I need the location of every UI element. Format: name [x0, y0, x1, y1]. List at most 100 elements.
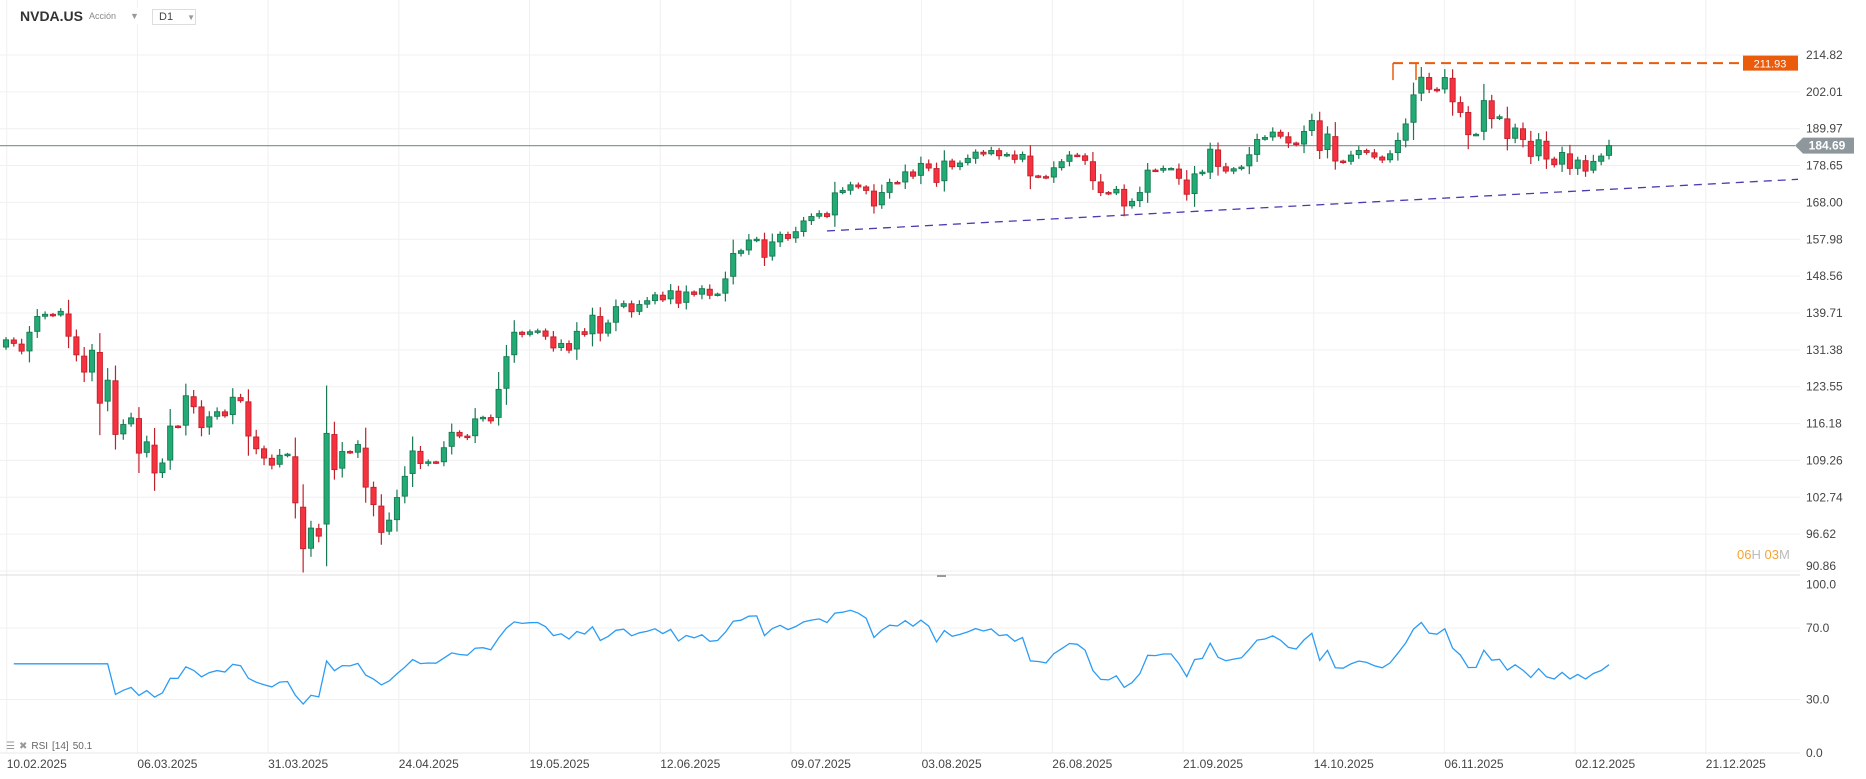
- candle-body: [464, 435, 471, 439]
- candle-bearish: [362, 427, 369, 503]
- symbol-name: NVDA.US: [20, 8, 84, 24]
- candle-bearish: [135, 407, 142, 473]
- candle-body: [221, 411, 228, 417]
- candle-bearish: [49, 312, 56, 317]
- candle-body: [675, 290, 682, 304]
- candle-bearish: [151, 428, 158, 491]
- candle-body: [370, 486, 377, 506]
- price-tick-label: 109.26: [1806, 453, 1843, 467]
- candle-body: [472, 418, 479, 437]
- rsi-line: [13, 609, 1610, 705]
- candle-body: [1324, 133, 1331, 151]
- candle-bullish: [777, 231, 784, 247]
- candle-body: [448, 431, 455, 447]
- resistance-line[interactable]: [1392, 62, 1743, 81]
- candle-bullish: [1246, 146, 1253, 175]
- candle-body: [331, 434, 338, 471]
- trendline[interactable]: [827, 178, 1799, 232]
- candle-body: [1097, 181, 1104, 193]
- candle-body: [1559, 151, 1566, 165]
- panel-resize-handle[interactable]: [937, 575, 946, 577]
- candle-body: [315, 528, 322, 537]
- candle-body: [128, 417, 135, 425]
- candle-bullish: [354, 440, 361, 458]
- candle-bullish: [440, 441, 447, 467]
- date-tick-label: 14.10.2025: [1314, 757, 1374, 771]
- chevron-down-icon[interactable]: ▼: [130, 11, 139, 21]
- candle-bearish: [542, 328, 549, 340]
- candle-bullish: [401, 466, 408, 504]
- candle-body: [1293, 142, 1300, 146]
- price-tick-label: 157.98: [1806, 232, 1843, 246]
- candle-bearish: [190, 389, 197, 414]
- candle-body: [1042, 176, 1050, 179]
- candle-bullish: [1441, 69, 1448, 94]
- candle-body: [1207, 148, 1214, 173]
- candle-body: [839, 189, 846, 194]
- candle-bearish: [18, 338, 25, 355]
- candle-body: [2, 339, 10, 348]
- candle-body: [307, 527, 315, 549]
- candle-bullish: [1207, 142, 1214, 179]
- date-tick-label: 06.11.2025: [1444, 757, 1503, 771]
- candle-body: [605, 322, 612, 334]
- candle-body: [855, 184, 862, 188]
- candle-body: [120, 424, 127, 435]
- candle-body: [745, 239, 752, 251]
- close-icon[interactable]: ✖: [18, 741, 28, 752]
- candle-bullish: [831, 181, 838, 227]
- candles: [2, 66, 1613, 573]
- candle-bearish: [1175, 163, 1182, 185]
- candle-body: [401, 475, 408, 497]
- price-tick-label: 178.65: [1806, 159, 1843, 173]
- candle-body: [417, 450, 424, 464]
- candle-body: [300, 506, 307, 550]
- candle-body: [1426, 77, 1433, 90]
- candle-bearish: [925, 159, 932, 172]
- candle-body: [65, 313, 72, 337]
- candle-bullish: [104, 368, 111, 412]
- candle-body: [1590, 160, 1597, 171]
- candle-bullish: [644, 296, 651, 309]
- candle-body: [698, 288, 705, 295]
- candle-body: [1238, 166, 1245, 170]
- candle-body: [135, 418, 142, 454]
- candle-bullish: [1199, 169, 1206, 176]
- candle-body: [260, 448, 268, 459]
- candle-body: [409, 450, 416, 474]
- candle-bearish: [519, 330, 526, 338]
- candle-body: [487, 417, 494, 422]
- timeframe-select[interactable]: D1 ▼: [152, 9, 196, 25]
- candle-bullish: [1019, 151, 1026, 163]
- trendline-dashed[interactable]: [827, 178, 1799, 232]
- candle-bullish: [323, 385, 330, 567]
- candle-body: [159, 462, 166, 474]
- candle-body: [972, 151, 979, 159]
- candle-body: [910, 171, 917, 177]
- candle-body: [769, 241, 776, 257]
- symbol-selector[interactable]: NVDA.US Acción ▼: [20, 8, 139, 24]
- candle-bullish: [698, 285, 705, 300]
- candle-bullish: [1387, 150, 1394, 163]
- candle-body: [620, 303, 627, 307]
- candle-body: [1598, 155, 1605, 162]
- candle-body: [1535, 139, 1542, 157]
- candle-bearish: [237, 393, 244, 403]
- candle-body: [683, 291, 690, 303]
- candle-bullish: [425, 459, 432, 467]
- date-tick-label: 24.04.2025: [399, 757, 459, 771]
- date-tick-label: 06.03.2025: [137, 757, 197, 771]
- candle-bullish: [605, 319, 612, 337]
- svg-text:184.69: 184.69: [1809, 139, 1846, 153]
- candle-body: [1504, 118, 1511, 139]
- candle-body: [347, 451, 354, 454]
- candle-bearish: [464, 434, 471, 441]
- candle-bearish: [1152, 168, 1159, 173]
- candle-body: [870, 190, 878, 207]
- price-tick-label: 214.82: [1806, 48, 1843, 62]
- candle-bearish: [1121, 184, 1128, 217]
- settings-lines-icon[interactable]: ☰: [6, 741, 15, 752]
- rsi-tick-label: 100.0: [1806, 578, 1836, 592]
- candle-body: [1308, 120, 1315, 131]
